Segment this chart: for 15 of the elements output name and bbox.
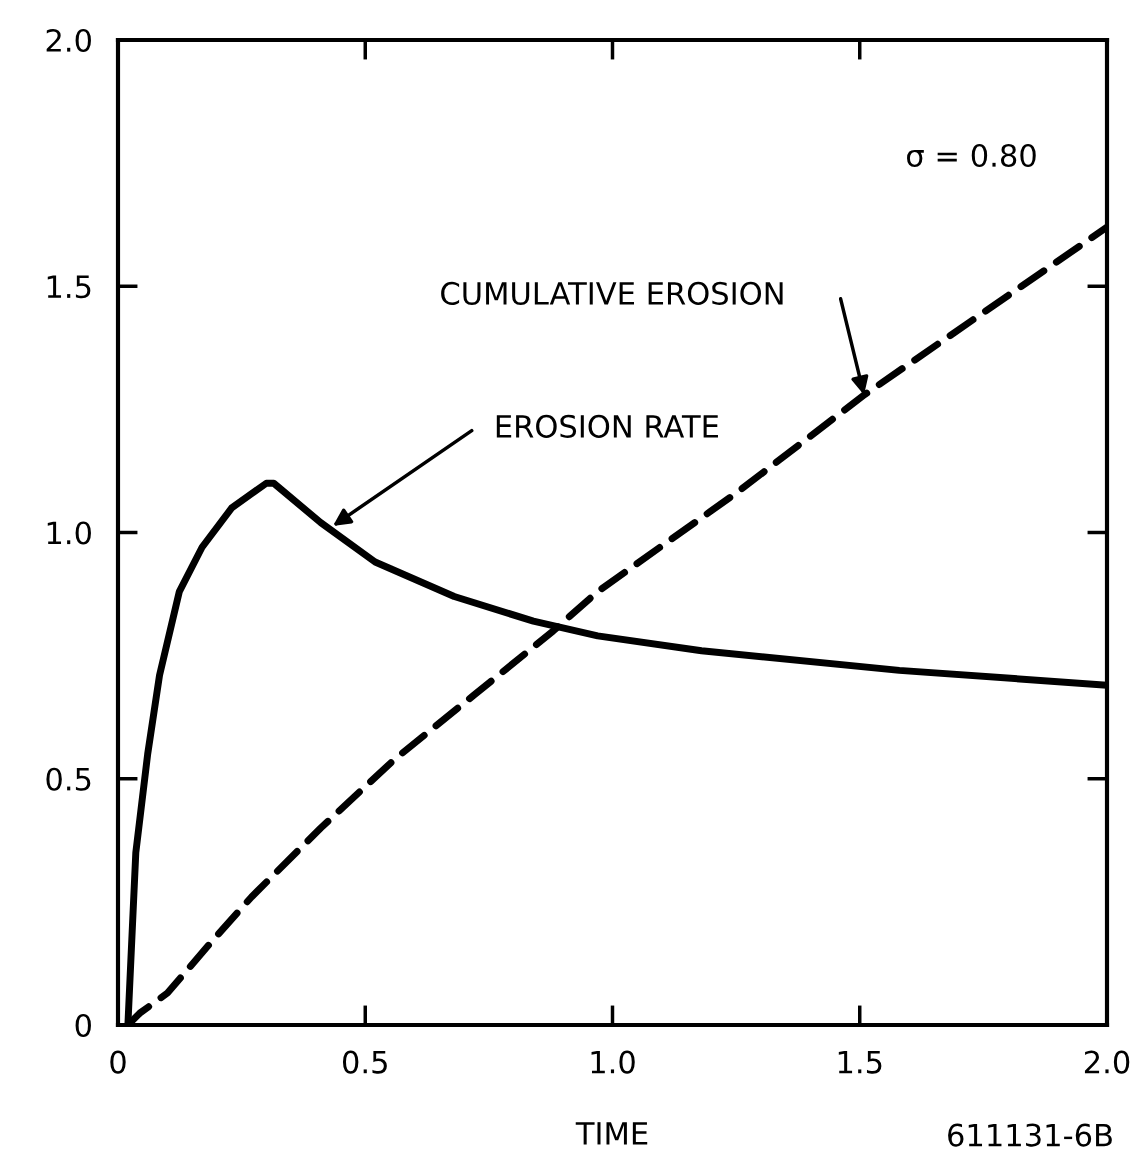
y-tick-label: 0.5: [46, 767, 91, 791]
y-tick-label: 1.0: [47, 521, 91, 545]
text: 611131-6B: [948, 1123, 1112, 1147]
y-tick-label: 2.0: [46, 28, 91, 53]
y-tick-label: 0: [75, 1013, 91, 1038]
x-tick-label: 1.5: [838, 1050, 882, 1074]
annotation: σ = 0.80: [907, 143, 1036, 168]
x-tick-label: 0: [110, 1050, 126, 1074]
x-axis-title: TIME: [575, 1122, 648, 1145]
annotation: CUMULATIVE EROSION: [441, 281, 783, 305]
x-tick-label: 0.5: [342, 1050, 387, 1074]
y-tick-label: 1.5: [47, 275, 91, 299]
x-tick-label: 2.0: [1084, 1050, 1130, 1074]
annotation: EROSION RATE: [496, 414, 718, 438]
x-tick-label: 1.0: [591, 1050, 635, 1074]
